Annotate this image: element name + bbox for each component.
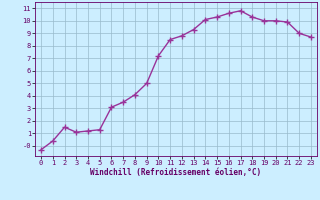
X-axis label: Windchill (Refroidissement éolien,°C): Windchill (Refroidissement éolien,°C) [91, 168, 261, 177]
